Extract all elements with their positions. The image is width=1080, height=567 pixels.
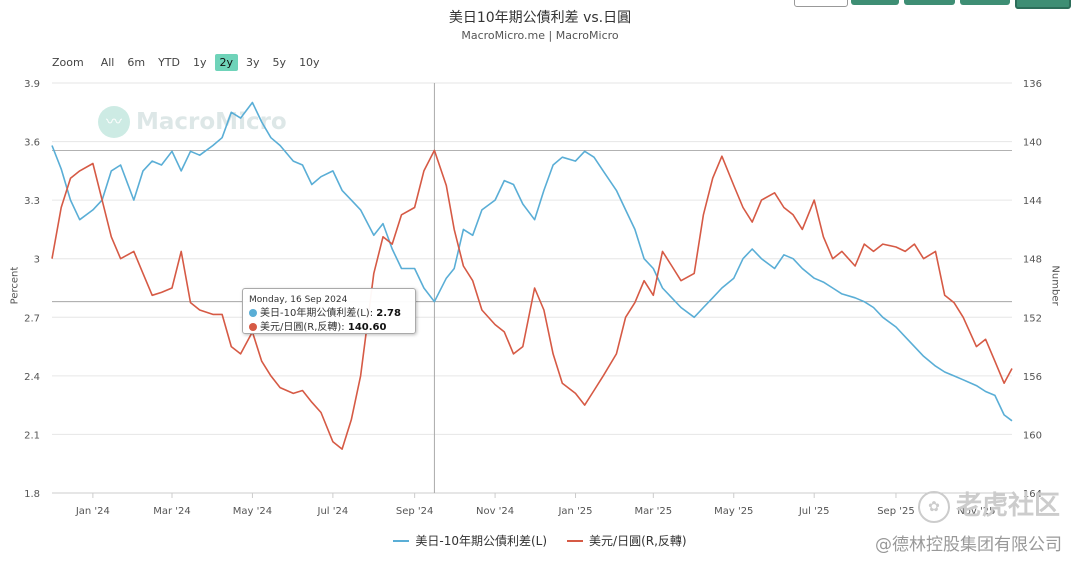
y-left-tick-label: 2.7 (24, 313, 40, 324)
y-right-tick-label: 156 (1023, 372, 1042, 383)
tooltip-usdjpy-label: 美元/日圓(R,反轉): (260, 322, 348, 333)
x-tick-label: Nov '25 (957, 506, 995, 517)
data-tooltip: Monday, 16 Sep 2024 美日-10年期公債利差(L): 2.78… (242, 288, 416, 334)
y-left-tick-label: 3.3 (24, 196, 40, 207)
series-line-spread (51, 101, 1013, 422)
x-tick-label: Jul '25 (798, 506, 830, 517)
y-left-tick-label: 3 (34, 255, 40, 266)
series-line-usdjpy (51, 149, 1013, 450)
x-tick-label: Nov '24 (476, 506, 514, 517)
top-action-button-4[interactable] (960, 0, 1010, 5)
legend-item-usdjpy[interactable]: 美元/日圓(R,反轉) (567, 532, 687, 549)
tiger-community-watermark: ✿ 老虎社区 (917, 485, 1060, 523)
x-tick-label: Jul '24 (317, 506, 349, 517)
y-right-tick-label: 152 (1023, 313, 1042, 324)
y-right-tick-label: 136 (1023, 79, 1042, 90)
tooltip-spread-value: 2.78 (376, 308, 401, 319)
legend-usdjpy-line-icon (567, 539, 584, 542)
tiger-brand-text: 老虎社区 (955, 491, 1060, 521)
tooltip-spread-label: 美日-10年期公債利差(L): (260, 308, 377, 319)
range-button-2y[interactable]: 2y (214, 53, 239, 71)
y-right-tick-label: 140 (1023, 138, 1042, 149)
company-watermark: @德林控股集团有限公司 (875, 535, 1062, 555)
legend-usdjpy-label: 美元/日圓(R,反轉) (589, 534, 687, 548)
x-tick-label: May '24 (233, 506, 272, 517)
tooltip-date: Monday, 16 Sep 2024 (249, 295, 348, 305)
top-action-button-3[interactable] (904, 0, 955, 5)
top-action-button-5[interactable] (1015, 0, 1071, 9)
legend-item-spread[interactable]: 美日-10年期公債利差(L) (393, 532, 547, 549)
range-button-3y[interactable]: 3y (246, 55, 260, 69)
chart-subtitle: MacroMicro.me | MacroMicro (461, 29, 619, 42)
range-button-10y[interactable]: 10y (299, 55, 320, 69)
x-tick-label: Jan '24 (75, 506, 110, 517)
legend-spread-label: 美日-10年期公債利差(L) (415, 534, 548, 548)
tooltip-row-usdjpy: 美元/日圓(R,反轉): 140.60 (249, 321, 409, 335)
range-button-all[interactable]: All (100, 55, 115, 69)
y-right-tick-label: 144 (1023, 196, 1042, 207)
tiger-paw-icon: ✿ (917, 490, 950, 523)
tooltip-row-spread: 美日-10年期公債利差(L): 2.78 (249, 307, 409, 321)
zoom-label: Zoom (52, 55, 84, 69)
x-tick-label: Mar '25 (635, 506, 673, 517)
y-right-tick-label: 164 (1023, 489, 1042, 500)
x-tick-label: May '25 (714, 506, 753, 517)
usdjpy-dot-icon (249, 323, 257, 331)
x-tick-label: Sep '25 (877, 506, 915, 517)
y-right-axis-title: Number (1049, 265, 1061, 306)
y-left-tick-label: 2.4 (24, 372, 40, 383)
x-tick-label: Sep '24 (396, 506, 434, 517)
top-action-button-2[interactable] (851, 0, 899, 5)
y-left-tick-label: 3.9 (24, 79, 40, 90)
y-right-tick-label: 148 (1023, 255, 1042, 266)
y-left-axis-title: Percent (9, 266, 21, 305)
top-action-button-1[interactable] (794, 0, 848, 7)
range-button-5y[interactable]: 5y (272, 55, 287, 69)
x-tick-label: Jan '25 (557, 506, 592, 517)
y-left-tick-label: 3.6 (24, 138, 40, 149)
legend-spread-line-icon (393, 539, 410, 542)
tooltip-usdjpy-value: 140.60 (347, 322, 387, 333)
macromicro-logo-icon: 〰 (98, 106, 130, 138)
range-button-1y[interactable]: 1y (193, 55, 207, 69)
range-button-6m[interactable]: 6m (127, 55, 146, 69)
y-right-tick-label: 160 (1023, 430, 1042, 441)
x-tick-label: Mar '24 (153, 506, 191, 517)
chart-title: 美日10年期公債利差 vs.日圓 (448, 10, 632, 26)
y-left-tick-label: 1.8 (24, 489, 40, 500)
range-selector: Zoom All 6m YTD 1y 2y 3y 5y 10y (52, 52, 328, 72)
spread-dot-icon (249, 309, 257, 317)
chart-legend: 美日-10年期公債利差(L) 美元/日圓(R,反轉) (0, 532, 1080, 549)
range-button-ytd[interactable]: YTD (158, 55, 180, 69)
y-left-tick-label: 2.1 (24, 430, 40, 441)
